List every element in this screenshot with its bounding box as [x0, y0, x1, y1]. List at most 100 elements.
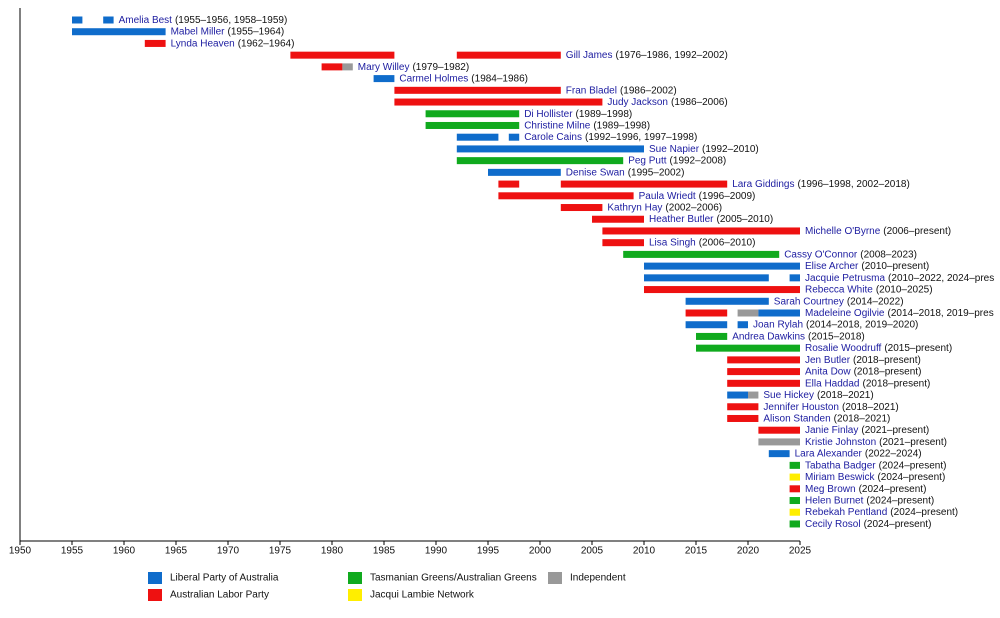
member-name: Jacquie Petrusma — [805, 272, 885, 283]
x-tick-label: 2015 — [685, 546, 708, 557]
member-label: Lynda Heaven (1962–1964) — [171, 38, 295, 49]
tenure-bar — [789, 508, 800, 516]
member-label: Joan Rylah (2014–2018, 2019–2020) — [753, 319, 918, 330]
member-name: Meg Brown — [805, 483, 856, 494]
member-name: Peg Putt — [628, 155, 667, 166]
x-tick-label: 1990 — [425, 546, 448, 557]
tenure-bar — [685, 309, 728, 317]
member-years: (2014–2018, 2019–pres — [888, 308, 994, 319]
member-name: Jen Butler — [805, 355, 851, 366]
tenure-bar — [727, 403, 759, 411]
member-label: Amelia Best (1955–1956, 1958–1959) — [119, 15, 288, 26]
member-label: Sarah Courtney (2014–2022) — [774, 296, 904, 307]
member-label: Jen Butler (2018–present) — [805, 355, 921, 366]
member-years: (2005–2010) — [716, 214, 773, 225]
x-tick-label: 1965 — [165, 546, 188, 557]
member-label: Fran Bladel (1986–2002) — [566, 85, 677, 96]
member-name: Carmel Holmes — [399, 73, 468, 84]
member-label: Michelle O'Byrne (2006–present) — [805, 226, 951, 237]
member-label: Gill James (1976–1986, 1992–2002) — [566, 50, 728, 61]
member-years: (1992–2008) — [670, 155, 727, 166]
member-years: (1992–1996, 1997–1998) — [585, 132, 697, 143]
member-name: Lynda Heaven — [171, 38, 235, 49]
member-name: Sue Napier — [649, 144, 700, 155]
member-years: (2024–present) — [859, 483, 927, 494]
member-years: (2002–2006) — [665, 202, 722, 213]
member-years: (1984–1986) — [471, 73, 528, 84]
member-label: Cecily Rosol (2024–present) — [805, 519, 931, 530]
member-label: Alison Standen (2018–2021) — [763, 413, 890, 424]
member-name: Elise Archer — [805, 261, 859, 272]
tenure-bar — [727, 379, 800, 387]
tenure-bar — [748, 391, 759, 399]
member-name: Andrea Dawkins — [732, 331, 805, 342]
member-label: Kristie Johnston (2021–present) — [805, 437, 947, 448]
legend-swatch — [148, 572, 162, 584]
member-years: (1986–2002) — [620, 85, 677, 96]
member-years: (2015–present) — [884, 343, 952, 354]
tenure-bar — [290, 51, 395, 59]
member-name: Mary Willey — [358, 62, 410, 73]
member-years: (1986–2006) — [671, 97, 728, 108]
member-name: Joan Rylah — [753, 319, 803, 330]
tenure-bar — [488, 168, 561, 176]
tenure-bar — [456, 51, 561, 59]
member-label: Lara Alexander (2022–2024) — [795, 448, 922, 459]
tenure-bar — [456, 145, 644, 153]
tenure-bar — [758, 426, 800, 434]
x-tick-label: 2020 — [737, 546, 760, 557]
member-label: Lisa Singh (2006–2010) — [649, 237, 755, 248]
x-tick-label: 2005 — [581, 546, 604, 557]
member-name: Di Hollister — [524, 108, 573, 119]
tenure-bar — [425, 110, 520, 118]
member-label: Madeleine Ogilvie (2014–2018, 2019–pres — [805, 308, 994, 319]
member-years: (2021–present) — [861, 425, 929, 436]
tenure-bar — [623, 250, 780, 258]
x-tick-label: 1985 — [373, 546, 396, 557]
tenure-bar — [737, 309, 759, 317]
member-years: (1995–2002) — [628, 167, 685, 178]
member-label: Cassy O'Connor (2008–2023) — [784, 249, 917, 260]
tenure-bar — [498, 192, 634, 200]
member-years: (2006–2010) — [699, 237, 756, 248]
member-years: (2024–present) — [890, 507, 958, 518]
member-name: Ella Haddad — [805, 378, 859, 389]
member-name: Judy Jackson — [607, 97, 668, 108]
member-label: Christine Milne (1989–1998) — [524, 120, 650, 131]
member-name: Sue Hickey — [763, 390, 814, 401]
member-name: Heather Butler — [649, 214, 714, 225]
member-label: Elise Archer (2010–present) — [805, 261, 929, 272]
member-name: Jennifer Houston — [763, 401, 839, 412]
member-name: Fran Bladel — [566, 85, 617, 96]
member-label: Jacquie Petrusma (2010–2022, 2024–pres — [805, 272, 994, 283]
member-years: (1996–2009) — [699, 190, 756, 201]
member-label: Denise Swan (1995–2002) — [566, 167, 685, 178]
member-years: (2018–2021) — [834, 413, 891, 424]
member-name: Rebekah Pentland — [805, 507, 887, 518]
member-years: (2024–present) — [879, 460, 947, 471]
legend-label: Tasmanian Greens/Australian Greens — [370, 573, 537, 584]
legend-swatch — [348, 572, 362, 584]
legend-label: Independent — [570, 573, 626, 584]
member-years: (2018–2021) — [817, 390, 874, 401]
tenure-bar — [789, 485, 800, 493]
member-years: (1989–1998) — [593, 120, 650, 131]
legend-label: Liberal Party of Australia — [170, 573, 279, 584]
member-name: Kathryn Hay — [607, 202, 662, 213]
tenure-bar — [737, 321, 748, 329]
member-label: Rebecca White (2010–2025) — [805, 284, 933, 295]
member-label: Anita Dow (2018–present) — [805, 366, 921, 377]
member-name: Madeleine Ogilvie — [805, 308, 885, 319]
tenure-bar — [768, 450, 790, 458]
member-years: (2006–present) — [883, 226, 951, 237]
member-name: Lisa Singh — [649, 237, 696, 248]
x-tick-label: 1970 — [217, 546, 240, 557]
member-years: (2018–present) — [862, 378, 930, 389]
member-label: Mabel Miller (1955–1964) — [171, 26, 285, 37]
member-years: (2018–present) — [853, 355, 921, 366]
tenure-bar — [508, 133, 520, 141]
member-years: (1976–1986, 1992–2002) — [615, 50, 727, 61]
tenure-bar — [321, 63, 343, 71]
tenure-bar — [103, 16, 114, 24]
